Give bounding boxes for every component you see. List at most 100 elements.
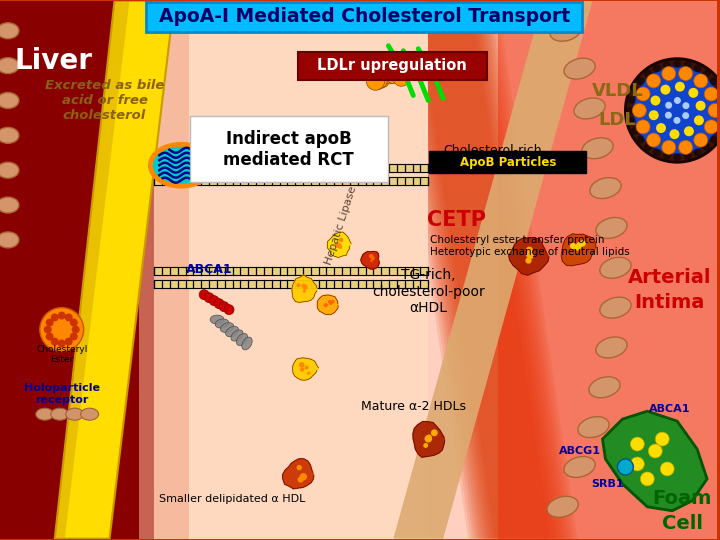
Polygon shape xyxy=(391,1,500,539)
Polygon shape xyxy=(140,1,189,539)
Polygon shape xyxy=(0,1,154,539)
Ellipse shape xyxy=(589,377,620,398)
Circle shape xyxy=(377,76,389,87)
Circle shape xyxy=(684,126,694,136)
Circle shape xyxy=(649,110,659,120)
Circle shape xyxy=(338,245,342,249)
Circle shape xyxy=(628,117,636,125)
Circle shape xyxy=(324,303,328,307)
Circle shape xyxy=(683,152,692,160)
Circle shape xyxy=(694,74,708,88)
Polygon shape xyxy=(154,280,428,288)
Polygon shape xyxy=(498,1,717,539)
Circle shape xyxy=(70,319,78,327)
Ellipse shape xyxy=(0,92,19,109)
Circle shape xyxy=(369,71,387,89)
Text: Excreted as bile
acid or free
cholesterol: Excreted as bile acid or free cholestero… xyxy=(45,79,164,122)
Ellipse shape xyxy=(582,138,613,159)
Circle shape xyxy=(366,72,384,90)
Text: Foam
Cell: Foam Cell xyxy=(652,489,712,533)
Polygon shape xyxy=(451,1,561,539)
Circle shape xyxy=(302,289,306,293)
Polygon shape xyxy=(55,1,130,539)
Circle shape xyxy=(300,473,307,481)
Circle shape xyxy=(663,61,671,69)
Circle shape xyxy=(618,459,634,475)
Polygon shape xyxy=(408,1,517,539)
Ellipse shape xyxy=(0,232,19,248)
Circle shape xyxy=(44,326,52,334)
Circle shape xyxy=(682,112,689,119)
Text: LDL: LDL xyxy=(598,111,636,130)
Polygon shape xyxy=(361,252,379,269)
Polygon shape xyxy=(603,411,707,511)
Circle shape xyxy=(45,319,54,327)
Polygon shape xyxy=(410,1,520,539)
Ellipse shape xyxy=(220,323,234,333)
Circle shape xyxy=(648,444,662,458)
Circle shape xyxy=(577,242,582,248)
Circle shape xyxy=(660,85,670,94)
Circle shape xyxy=(336,243,341,248)
Text: Smaller delipidated α HDL: Smaller delipidated α HDL xyxy=(159,494,305,504)
Polygon shape xyxy=(465,1,575,539)
Circle shape xyxy=(626,59,720,162)
Circle shape xyxy=(665,112,672,119)
Circle shape xyxy=(214,299,224,309)
Circle shape xyxy=(674,97,681,104)
Circle shape xyxy=(626,106,634,114)
Circle shape xyxy=(297,283,300,287)
Ellipse shape xyxy=(51,408,68,420)
Ellipse shape xyxy=(225,326,238,337)
Text: ABCG1: ABCG1 xyxy=(559,446,600,456)
Circle shape xyxy=(655,432,669,446)
Polygon shape xyxy=(416,1,526,539)
Polygon shape xyxy=(292,275,318,302)
Polygon shape xyxy=(388,1,498,539)
Circle shape xyxy=(708,104,720,117)
Ellipse shape xyxy=(547,496,578,517)
Circle shape xyxy=(663,152,671,160)
Circle shape xyxy=(694,116,704,125)
Circle shape xyxy=(719,96,720,104)
Ellipse shape xyxy=(236,333,248,346)
Polygon shape xyxy=(421,1,531,539)
Polygon shape xyxy=(55,1,174,539)
Circle shape xyxy=(693,148,701,157)
Circle shape xyxy=(300,367,305,372)
Ellipse shape xyxy=(36,408,54,420)
Circle shape xyxy=(224,305,234,315)
Text: Indirect apoB
mediated RCT: Indirect apoB mediated RCT xyxy=(223,130,354,168)
Polygon shape xyxy=(154,177,428,185)
Text: ABCA1: ABCA1 xyxy=(649,404,690,414)
Polygon shape xyxy=(413,422,445,457)
Circle shape xyxy=(307,372,310,375)
Circle shape xyxy=(631,127,639,135)
Polygon shape xyxy=(400,1,509,539)
Ellipse shape xyxy=(81,408,99,420)
Ellipse shape xyxy=(66,408,84,420)
Circle shape xyxy=(527,253,534,259)
Circle shape xyxy=(673,117,680,124)
Circle shape xyxy=(660,462,674,476)
Circle shape xyxy=(647,133,660,147)
Circle shape xyxy=(72,326,80,334)
Circle shape xyxy=(219,302,229,312)
Polygon shape xyxy=(154,1,428,539)
Circle shape xyxy=(70,333,78,341)
Polygon shape xyxy=(457,1,567,539)
FancyBboxPatch shape xyxy=(190,117,388,182)
Circle shape xyxy=(393,59,405,71)
Ellipse shape xyxy=(0,197,19,213)
Text: ApoB Particles: ApoB Particles xyxy=(459,156,556,168)
Text: TG-rich,
cholesterol-poor
αHDL: TG-rich, cholesterol-poor αHDL xyxy=(372,268,485,315)
Circle shape xyxy=(636,136,644,144)
Circle shape xyxy=(575,244,581,251)
Circle shape xyxy=(65,338,73,346)
Circle shape xyxy=(297,477,304,483)
Circle shape xyxy=(372,70,387,84)
Polygon shape xyxy=(562,234,596,266)
Circle shape xyxy=(647,74,660,88)
Polygon shape xyxy=(397,1,506,539)
Ellipse shape xyxy=(600,258,631,278)
